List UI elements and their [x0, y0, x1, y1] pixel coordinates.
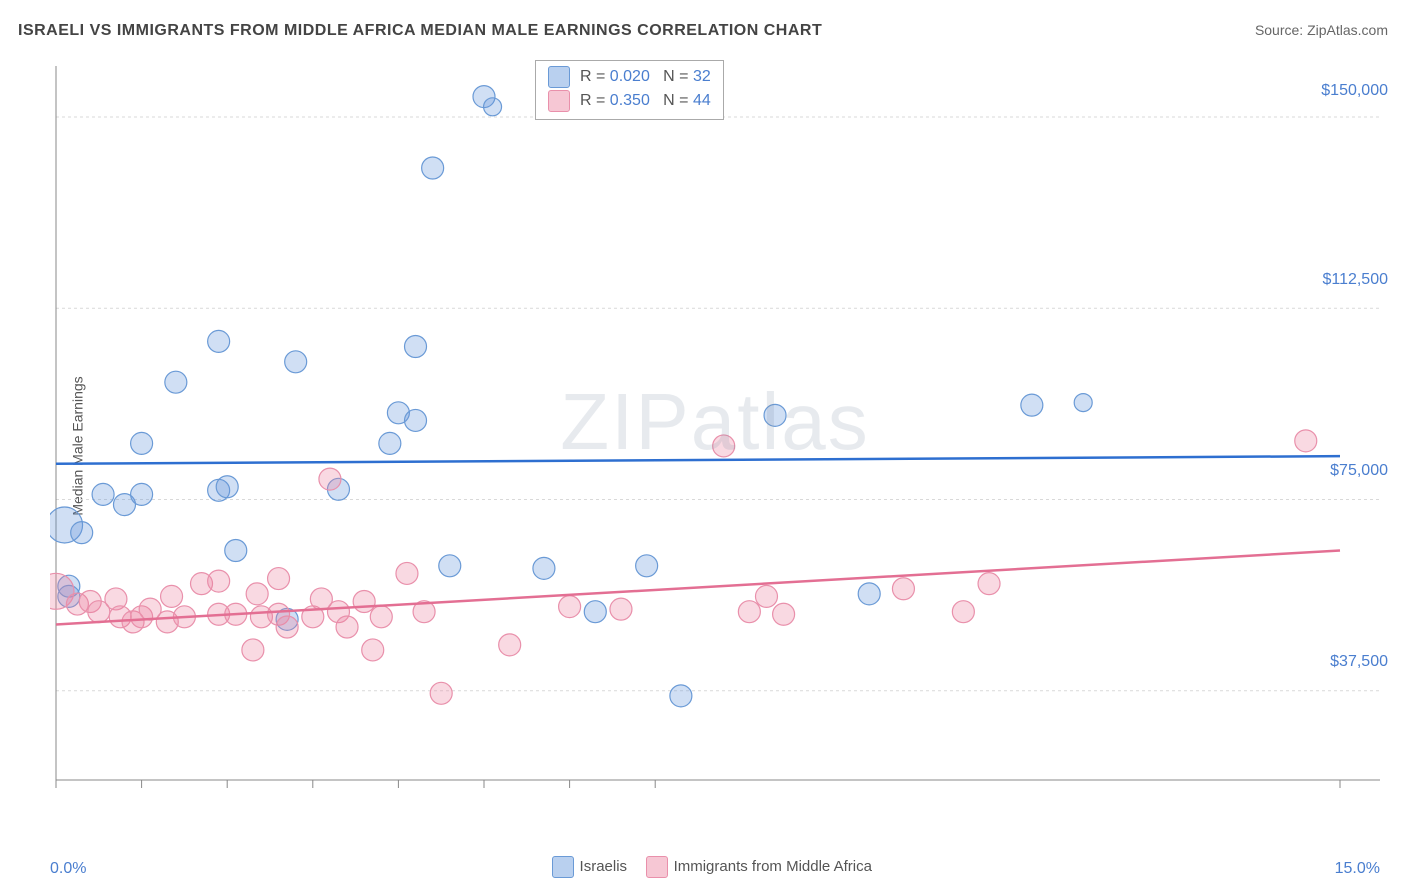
scatter-point [764, 404, 786, 426]
scatter-point [610, 598, 632, 620]
scatter-point [319, 468, 341, 490]
scatter-point [1074, 394, 1092, 412]
scatter-point [92, 483, 114, 505]
scatter-point [978, 573, 1000, 595]
scatter-point [405, 409, 427, 431]
scatter-point [533, 557, 555, 579]
scatter-point [246, 583, 268, 605]
scatter-point [208, 330, 230, 352]
stats-row: R = 0.020 N = 32 [548, 65, 711, 89]
scatter-point [422, 157, 444, 179]
x-axis-row: 0.0% 15.0% Israelis Immigrants from Midd… [50, 844, 1380, 884]
legend-swatch-icon [646, 856, 668, 878]
scatter-point [738, 601, 760, 623]
stats-legend-box: R = 0.020 N = 32R = 0.350 N = 44 [535, 60, 724, 120]
scatter-point [755, 585, 777, 607]
legend-swatch-icon [548, 66, 570, 88]
scatter-point [276, 616, 298, 638]
legend-label: Israelis [580, 858, 628, 875]
scatter-point [439, 555, 461, 577]
scatter-point [336, 616, 358, 638]
scatter-point [584, 601, 606, 623]
scatter-point [670, 685, 692, 707]
scatter-point [71, 522, 93, 544]
legend-swatch-icon [552, 856, 574, 878]
scatter-point [892, 578, 914, 600]
scatter-point [773, 603, 795, 625]
scatter-point [268, 568, 290, 590]
scatter-point [636, 555, 658, 577]
scatter-point [362, 639, 384, 661]
scatter-point [208, 570, 230, 592]
scatter-point [161, 585, 183, 607]
scatter-point [225, 540, 247, 562]
chart-container: ISRAELI VS IMMIGRANTS FROM MIDDLE AFRICA… [0, 0, 1406, 892]
scatter-point [216, 476, 238, 498]
series-legend: Israelis Immigrants from Middle Africa [50, 856, 1380, 878]
scatter-point [285, 351, 307, 373]
scatter-point [484, 98, 502, 116]
source-label: Source: ZipAtlas.com [1255, 22, 1388, 38]
scatter-point [131, 483, 153, 505]
scatter-point [499, 634, 521, 656]
scatter-point [1021, 394, 1043, 416]
legend-swatch-icon [548, 90, 570, 112]
scatter-point [165, 371, 187, 393]
scatter-point [353, 591, 375, 613]
scatter-point [858, 583, 880, 605]
scatter-point [713, 435, 735, 457]
scatter-point [952, 601, 974, 623]
scatter-point [131, 432, 153, 454]
stats-row: R = 0.350 N = 44 [548, 89, 711, 113]
trend-line [56, 456, 1340, 464]
plot-area: ZIPatlas R = 0.020 N = 32R = 0.350 N = 4… [50, 60, 1380, 830]
chart-title: ISRAELI VS IMMIGRANTS FROM MIDDLE AFRICA… [18, 22, 822, 40]
scatter-point [430, 682, 452, 704]
scatter-point [396, 562, 418, 584]
scatter-point [242, 639, 264, 661]
scatter-plot-svg [50, 60, 1380, 830]
legend-label: Immigrants from Middle Africa [674, 858, 872, 875]
scatter-point [379, 432, 401, 454]
scatter-point [405, 336, 427, 358]
scatter-point [1295, 430, 1317, 452]
scatter-point [370, 606, 392, 628]
scatter-point [559, 596, 581, 618]
